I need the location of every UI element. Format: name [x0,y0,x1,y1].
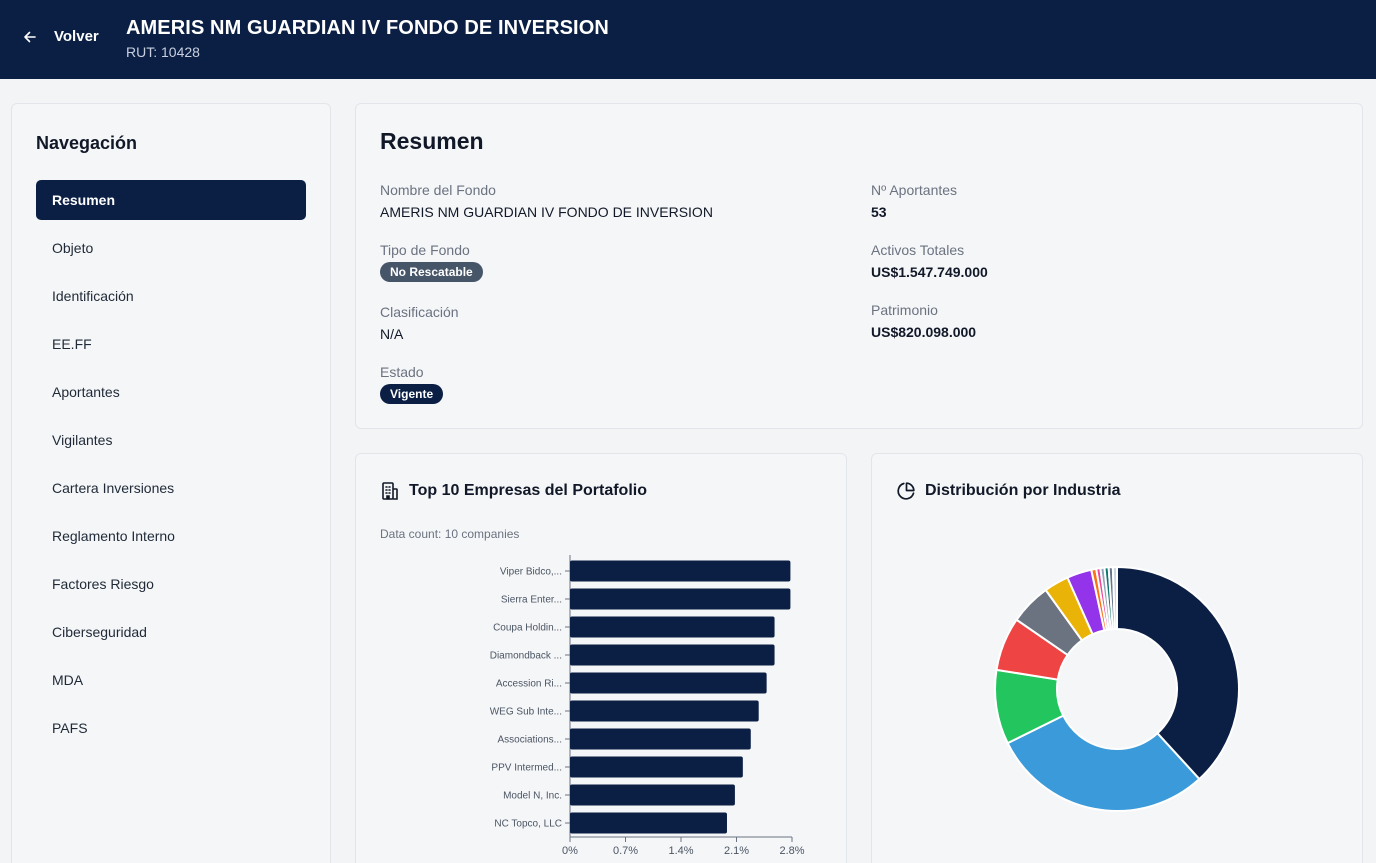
summary-title: Resumen [380,128,484,154]
x-tick-label: 2.8% [779,845,804,857]
category-label: Model N, Inc. [503,791,562,802]
patrimonio-value: US$820.098.000 [871,324,977,340]
pie-slice[interactable] [1006,714,1201,812]
arrow-left-icon [24,31,36,42]
clasificacion-value: N/A [380,326,404,342]
tipo-label: Tipo de Fondo [380,242,470,258]
activos-value: US$1.547.749.000 [871,264,988,280]
estado-label: Estado [380,364,424,380]
sidebar-item-vigilantes[interactable]: Vigilantes [52,432,113,448]
x-tick-label: 0% [562,845,578,857]
building-icon [382,482,398,500]
category-label: Associations... [498,735,562,746]
category-label: Accession Ri... [496,679,562,690]
sidebar-item-aportantes[interactable]: Aportantes [52,384,120,400]
aportantes-value: 53 [871,204,887,220]
category-label: Coupa Holdin... [493,623,562,634]
industry-donut-chart [994,565,1240,812]
data-count: Data count: 10 companies [380,527,520,541]
sidebar-item-pafs[interactable]: PAFS [52,720,88,736]
sidebar-item-cartera-inversiones[interactable]: Cartera Inversiones [52,480,175,496]
bar[interactable] [570,588,791,610]
bar[interactable] [570,672,767,694]
back-label: Volver [54,28,99,45]
field-tipo-fondo: Tipo de Fondo No Rescatable [380,242,483,282]
activos-label: Activos Totales [871,242,965,258]
bar[interactable] [570,644,775,666]
fund-rut: RUT: 10428 [126,44,200,60]
industry-title: Distribución por Industria [925,482,1121,499]
sidebar-item-objeto[interactable]: Objeto [52,240,94,256]
bar[interactable] [570,616,775,638]
top10-header: Top 10 Empresas del Portafolio [380,481,647,501]
category-label: Viper Bidco,... [500,567,562,578]
sidebar-item-resumen[interactable]: Resumen [36,180,306,220]
patrimonio-label: Patrimonio [871,302,938,318]
field-patrimonio: Patrimonio US$820.098.000 [871,302,976,340]
top10-chart-card: Top 10 Empresas del Portafolio Data coun… [355,453,847,863]
top10-bar-chart: Viper Bidco,... Sierra Enter... Coupa Hold… [490,555,805,857]
category-label: Sierra Enter... [501,595,562,606]
top-bar: Volver AMERIS NM GUARDIAN IV FONDO DE IN… [0,0,1376,79]
sidebar-item-factores-riesgo[interactable]: Factores Riesgo [52,576,154,592]
bar[interactable] [570,784,735,806]
sidebar-title: Navegación [36,133,138,153]
sidebar-item-identificacion[interactable]: Identificación [52,288,134,304]
pie-slice[interactable] [1111,565,1118,631]
status-badge: Vigente [380,384,444,404]
pie-slice[interactable] [1116,565,1240,781]
category-label: PPV Intermed... [491,763,562,774]
nombre-label: Nombre del Fondo [380,182,496,198]
bar[interactable] [570,756,743,778]
sidebar-item-eeff[interactable]: EE.FF [52,336,92,352]
category-label: WEG Sub Inte... [490,707,562,718]
x-tick-label: 1.4% [668,845,693,857]
navigation-list: Resumen Objeto Identificación EE.FF Apor… [36,180,306,756]
category-label: NC Topco, LLC [494,819,562,830]
sidebar-item-mda[interactable]: MDA [52,672,84,688]
clasificacion-label: Clasificación [380,304,459,320]
nombre-value: AMERIS NM GUARDIAN IV FONDO DE INVERSION [380,204,713,220]
back-button[interactable]: Volver [22,28,99,45]
tipo-badge: No Rescatable [380,262,483,282]
bar[interactable] [570,728,751,750]
bar[interactable] [570,812,727,834]
category-label: Diamondback ... [490,651,562,662]
industry-header: Distribución por Industria [896,481,1121,501]
field-activos-totales: Activos Totales US$1.547.749.000 [871,242,988,280]
field-clasificacion: Clasificación N/A [380,304,459,342]
x-tick-label: 2.1% [724,845,749,857]
navigation-sidebar: Navegación Resumen Objeto Identificación… [11,103,331,863]
bar[interactable] [570,560,791,582]
sidebar-item-reglamento-interno[interactable]: Reglamento Interno [52,528,175,544]
field-aportantes: Nº Aportantes 53 [871,182,957,220]
field-estado: Estado Vigente [380,364,444,404]
aportantes-label: Nº Aportantes [871,182,958,198]
industry-chart-card: Distribución por Industria [871,453,1363,863]
bar[interactable] [570,700,759,722]
field-nombre-fondo: Nombre del Fondo AMERIS NM GUARDIAN IV F… [380,182,713,220]
x-tick-label: 0.7% [613,845,638,857]
page-title: AMERIS NM GUARDIAN IV FONDO DE INVERSION [126,17,609,39]
top10-title: Top 10 Empresas del Portafolio [409,482,647,499]
summary-card: Resumen Nombre del Fondo AMERIS NM GUARD… [355,103,1363,429]
sidebar-item-ciberseguridad[interactable]: Ciberseguridad [52,624,147,640]
pie-chart-icon [897,482,915,500]
